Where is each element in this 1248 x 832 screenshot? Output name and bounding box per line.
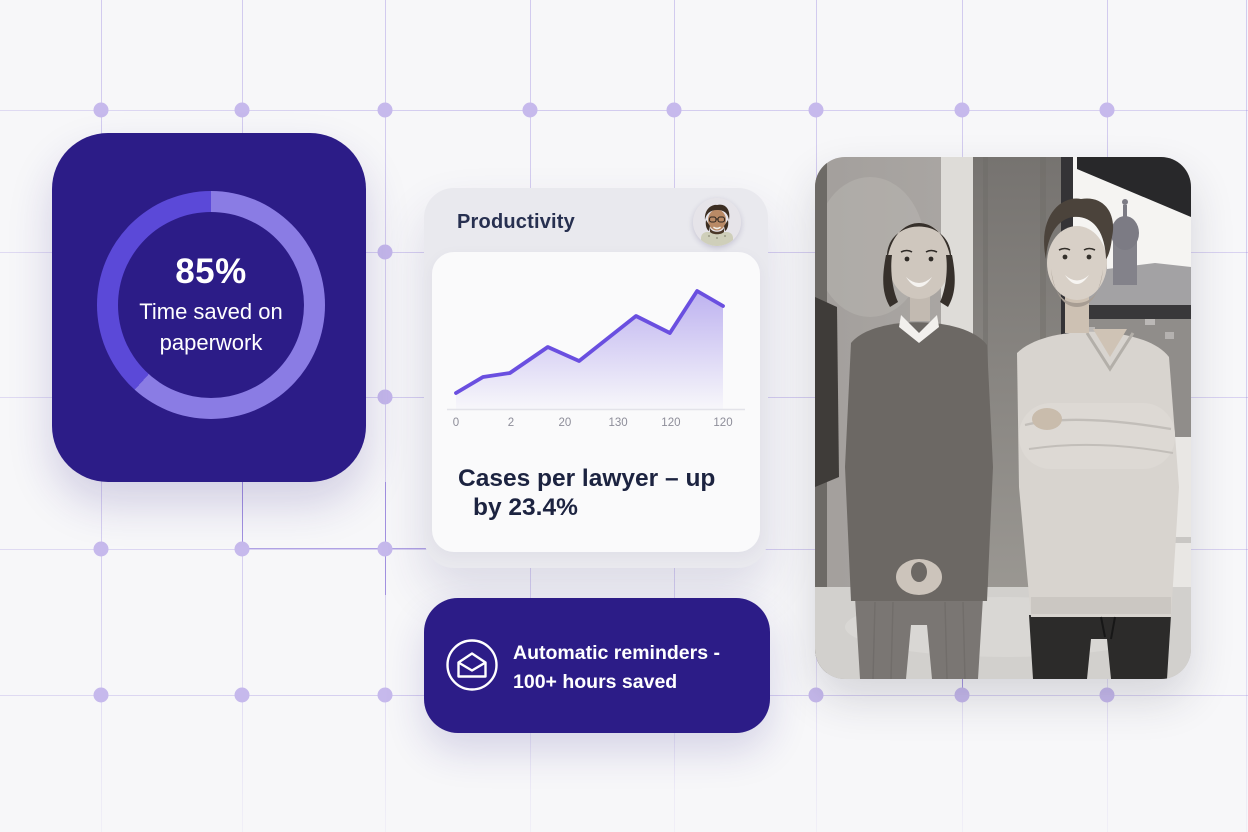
dome-tower — [1111, 216, 1139, 250]
donut-chart — [97, 191, 325, 419]
stat-label: Time saved on paperwork — [139, 299, 283, 355]
svg-text:130: 130 — [609, 417, 628, 429]
grid-dot — [1099, 102, 1115, 118]
grid-dot — [93, 687, 109, 703]
grid-dot — [954, 687, 970, 703]
grid-dot — [234, 687, 250, 703]
grid-accent-segment — [385, 482, 386, 595]
grid-dot — [954, 102, 970, 118]
grid-dot — [808, 687, 824, 703]
svg-text:2: 2 — [508, 417, 514, 429]
grid-dot — [666, 102, 682, 118]
window-sill — [1061, 305, 1191, 319]
stat-value: 85% — [175, 252, 247, 291]
stat-card: 85% Time saved on paperwork — [52, 133, 366, 482]
reminder-text: Automatic reminders - 100+ hours saved — [513, 642, 720, 693]
grid-dot — [1099, 687, 1115, 703]
founder-right — [1017, 198, 1179, 679]
dark-object-left — [815, 297, 839, 487]
avatar-illustration — [693, 198, 741, 246]
grid-accent-segment — [242, 482, 243, 549]
grid-dot — [377, 687, 393, 703]
chart-caption: Cases per lawyer – up by 23.4% — [458, 465, 716, 521]
grid-line-vertical — [1246, 0, 1247, 832]
grid-dot — [93, 102, 109, 118]
grid-dot — [377, 102, 393, 118]
avatar — [693, 198, 741, 246]
grid-dot — [377, 389, 393, 405]
grid-dot — [234, 102, 250, 118]
line-chart: 0 2 20 130 120 120 — [432, 252, 760, 438]
grid-dot — [377, 244, 393, 260]
grid-line-horizontal — [0, 110, 1248, 111]
grid-dot — [522, 102, 538, 118]
blind-wedge — [1077, 157, 1191, 217]
grid-dot — [234, 541, 250, 557]
grid-dot — [93, 541, 109, 557]
grid-line-vertical — [385, 0, 386, 832]
open-envelope-icon — [445, 638, 499, 692]
grid-dot — [808, 102, 824, 118]
stat-text: 85% Time saved on paperwork — [97, 191, 325, 419]
svg-text:20: 20 — [559, 417, 572, 429]
donut-hole — [118, 212, 304, 398]
chart-panel: 0 2 20 130 120 120 Cases per lawyer – up by 2… — [432, 252, 760, 552]
grid-dot — [377, 541, 393, 557]
founders-photo — [815, 157, 1191, 679]
svg-text:120: 120 — [713, 417, 732, 429]
productivity-card: Productivity — [424, 188, 768, 568]
reminder-card: Automatic reminders - 100+ hours saved — [424, 598, 770, 733]
svg-text:120: 120 — [661, 417, 680, 429]
founder-left — [845, 223, 993, 679]
productivity-title: Productivity — [457, 211, 575, 233]
grid-accent-segment — [242, 548, 457, 549]
svg-text:0: 0 — [453, 417, 459, 429]
